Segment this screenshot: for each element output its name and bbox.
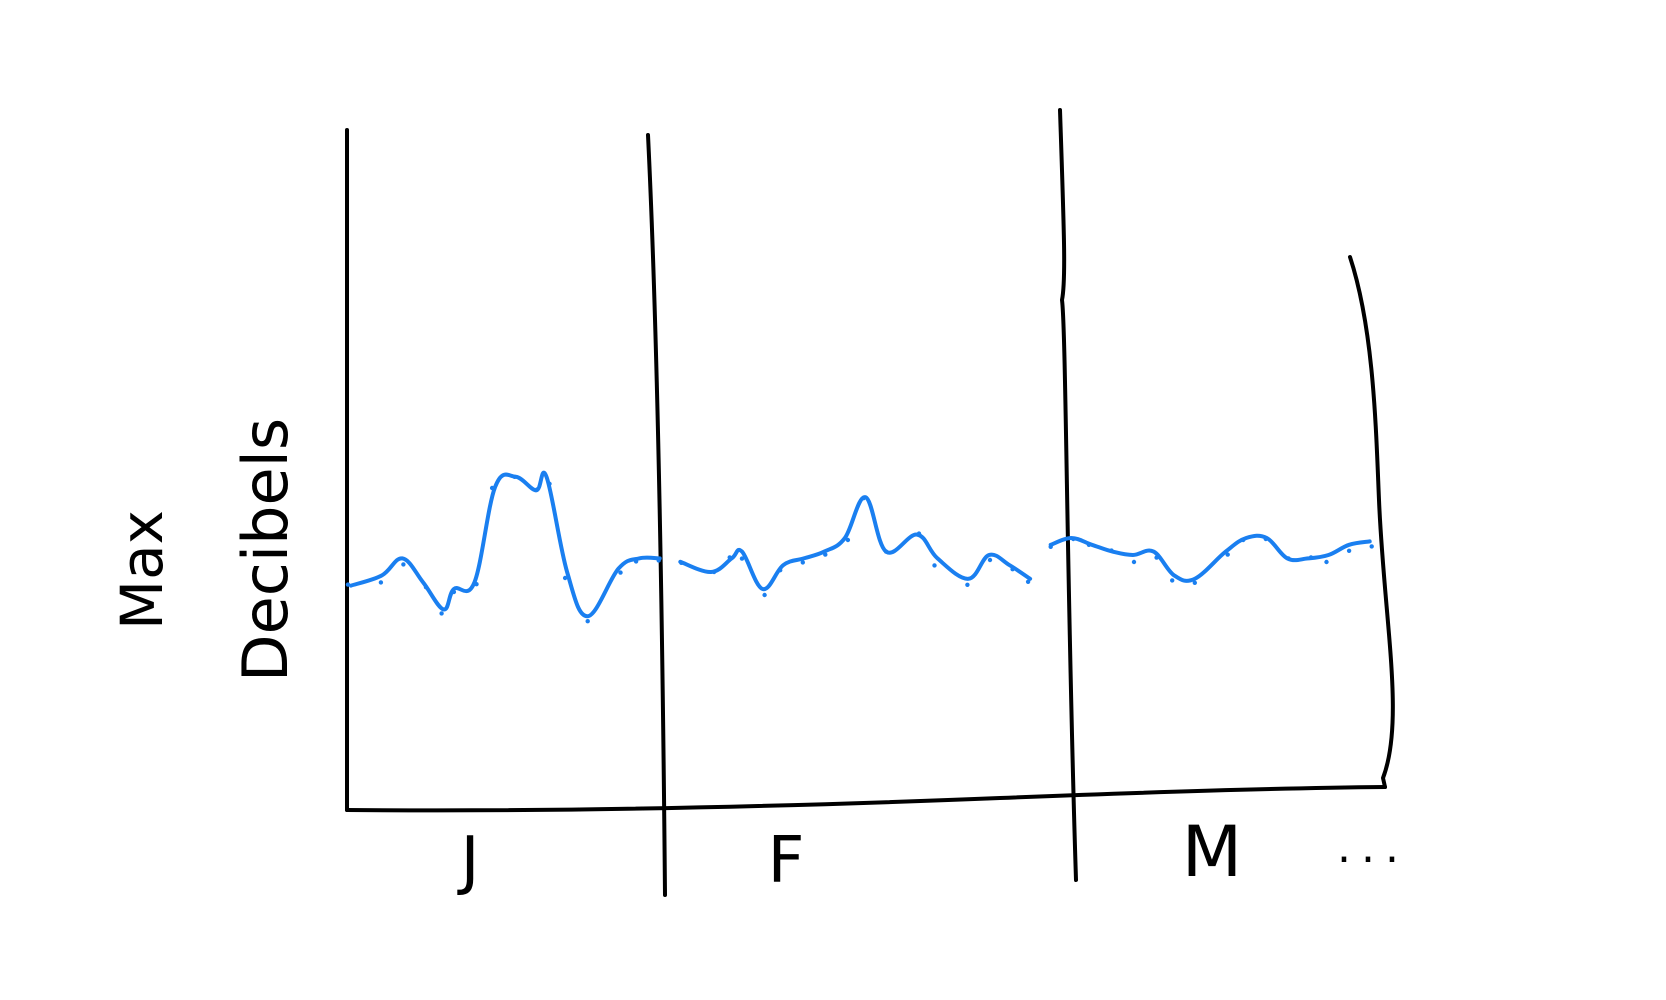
x-tick-label-j: J bbox=[457, 824, 480, 898]
y-axis-label-line-2: Decibels bbox=[229, 418, 302, 682]
data-point bbox=[1225, 552, 1230, 557]
data-point bbox=[489, 485, 495, 491]
data-point bbox=[562, 575, 568, 581]
series-line-segment-3 bbox=[1048, 533, 1372, 583]
data-point bbox=[1170, 578, 1175, 583]
data-point bbox=[916, 531, 922, 536]
data-point bbox=[1286, 556, 1291, 561]
data-point bbox=[345, 582, 351, 587]
data-point bbox=[1109, 548, 1114, 553]
series-line-segment-2 bbox=[678, 495, 1033, 592]
data-point bbox=[1025, 579, 1031, 584]
data-point bbox=[1192, 580, 1198, 585]
data-point bbox=[1154, 555, 1159, 560]
divider-feb-mar bbox=[1058, 108, 1078, 882]
data-point bbox=[739, 556, 745, 561]
data-point bbox=[861, 496, 866, 501]
data-point bbox=[679, 560, 684, 565]
data-point bbox=[451, 589, 457, 595]
right-border-line bbox=[1348, 255, 1395, 789]
data-point bbox=[1346, 548, 1352, 553]
x-tick-label-m: M bbox=[1182, 811, 1242, 893]
series-line-segment-1 bbox=[349, 470, 662, 619]
data-point bbox=[1086, 542, 1092, 547]
data-point bbox=[547, 481, 552, 486]
data-point bbox=[711, 569, 717, 575]
data-point bbox=[656, 558, 661, 563]
data-point bbox=[727, 555, 732, 560]
data-point bbox=[618, 570, 623, 575]
axes bbox=[344, 108, 1395, 897]
data-point bbox=[1308, 555, 1314, 560]
data-point bbox=[778, 568, 783, 573]
data-point bbox=[1263, 536, 1269, 542]
data-point bbox=[800, 560, 805, 565]
data-point bbox=[965, 582, 970, 587]
data-point bbox=[883, 549, 889, 554]
data-point bbox=[1324, 559, 1329, 565]
data-point bbox=[1010, 567, 1015, 572]
data-point bbox=[378, 580, 384, 585]
series-layer bbox=[345, 470, 1374, 624]
x-tick-labels: J F M ... bbox=[457, 811, 1409, 898]
data-point bbox=[439, 611, 444, 616]
data-point bbox=[401, 562, 406, 567]
data-point bbox=[423, 585, 429, 590]
data-point bbox=[987, 557, 993, 563]
data-point bbox=[1071, 536, 1076, 542]
y-axis-label: Max Decibels bbox=[108, 418, 302, 682]
data-point bbox=[474, 582, 479, 587]
data-point bbox=[762, 592, 767, 598]
data-point bbox=[1131, 559, 1137, 565]
y-axis-line bbox=[344, 128, 350, 812]
data-point bbox=[845, 537, 851, 543]
data-point bbox=[932, 563, 937, 568]
data-point bbox=[1048, 544, 1053, 549]
divider-jan-feb bbox=[646, 133, 667, 897]
data-point bbox=[823, 552, 828, 557]
data-point bbox=[585, 619, 590, 624]
data-point bbox=[512, 474, 517, 479]
x-tick-label-f: F bbox=[768, 824, 805, 898]
data-point bbox=[1241, 537, 1246, 543]
continuation-mark: ... bbox=[1337, 822, 1409, 873]
y-axis-label-line-1: Max bbox=[108, 510, 176, 630]
x-axis-line bbox=[345, 785, 1387, 813]
data-point bbox=[1369, 544, 1374, 549]
data-point bbox=[633, 559, 639, 564]
data-point bbox=[535, 487, 540, 492]
